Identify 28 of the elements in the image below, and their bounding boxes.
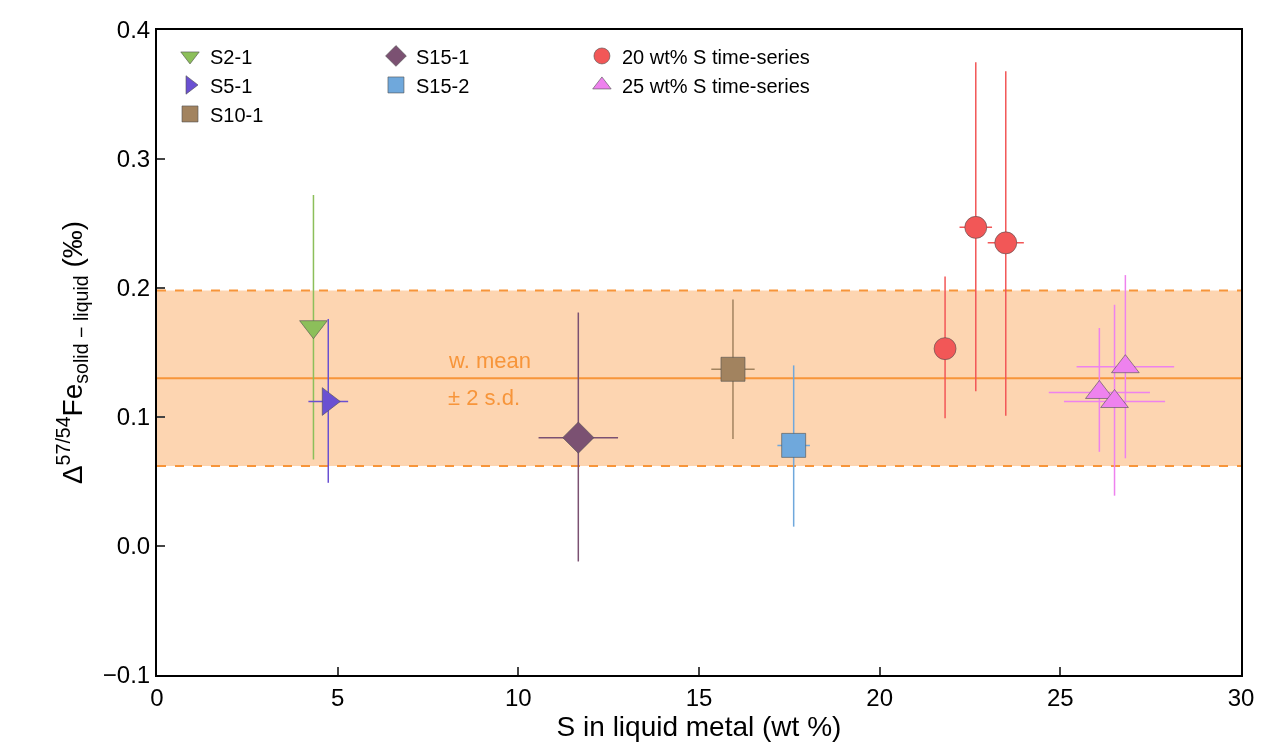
legend-label: S10-1 [210,103,264,126]
y-tick-label: 0.3 [116,145,151,173]
x-tick-label: 30 [1227,683,1255,711]
point [720,356,746,382]
point [933,337,957,361]
y-tick-label: 0.1 [116,403,151,431]
legend-label: S15-1 [415,45,470,68]
legend-label: 25 wt% S time-series [621,74,810,97]
x-axis-title: S in liquid metal (wt %) [556,710,842,742]
x-tick-label: 0 [150,683,164,711]
point [562,421,595,454]
legend-label: 20 wt% S time-series [621,45,810,68]
x-tick-label: 15 [685,683,713,711]
y-tick-label: 0.2 [116,274,151,302]
x-tick-label: 5 [330,683,345,711]
x-tick-label: 20 [866,683,894,711]
point [964,215,988,239]
x-tick-label: 25 [1046,683,1074,711]
y-tick-label: −0.1 [102,661,151,689]
legend-label: S5-1 [210,74,253,97]
y-tick-label: 0.4 [116,16,151,44]
legend-label: S15-2 [415,74,470,97]
y-tick-label: 0.0 [116,532,151,560]
point [781,432,807,458]
point [994,231,1018,255]
ref-line-label: w. mean ± 2 s.d. [448,348,531,410]
x-tick-label: 10 [504,683,532,711]
legend-label: S2-1 [210,45,253,68]
